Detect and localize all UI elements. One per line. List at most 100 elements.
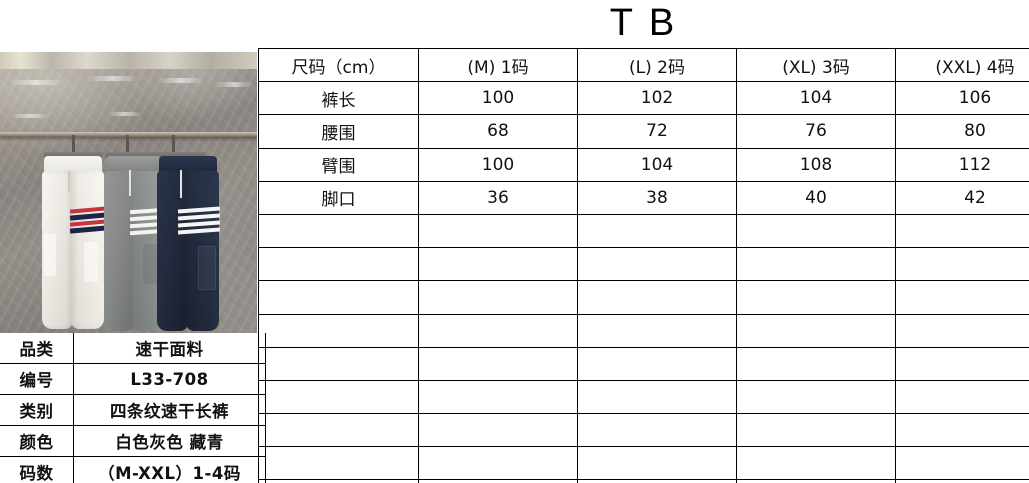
spec-table-body: 品类 速干面料 编号 L33-708 类别 四条纹速干长裤 颜色 白色灰色 藏青… [0,333,266,483]
empty-cell [736,280,896,315]
empty-cell [736,213,896,249]
header-cell-l: (L) 2码 [577,47,737,83]
empty-cell [258,280,419,315]
empty-cell [577,446,737,481]
row-value: 104 [736,81,896,116]
pant-leg-navy-left [157,171,188,331]
pant-pocket-white [44,234,56,276]
spec-value: L33-708 [73,363,266,395]
light-streak [8,80,64,85]
light-streak [158,78,204,83]
table-row: 臂围 100 104 108 112 [258,147,1029,182]
table-row-empty [258,213,1029,249]
table-row-empty [258,247,1029,282]
row-value: 100 [418,147,578,182]
row-value: 42 [895,180,1029,215]
pant-pocket-white [84,242,98,282]
row-label: 脚口 [258,180,419,215]
empty-cell [895,379,1029,415]
light-streak [10,114,50,118]
light-streak [88,76,138,81]
waistband-white [44,156,102,174]
clothing-rail [0,132,257,137]
table-row-empty [258,479,1029,483]
empty-cell [418,213,578,249]
row-value: 40 [736,180,896,215]
empty-cell [895,213,1029,249]
empty-cell [418,280,578,315]
table-row-empty [258,413,1029,448]
row-label: 腰围 [258,114,419,149]
table-row-empty [258,446,1029,481]
pant-pocket-navy [198,246,216,290]
spec-row-color: 颜色 白色灰色 藏青 [0,425,266,457]
row-value: 80 [895,114,1029,149]
empty-cell [736,413,896,448]
table-row: 腰围 68 72 76 80 [258,114,1029,149]
spec-value: 四条纹速干长裤 [73,394,266,426]
row-value: 112 [895,147,1029,182]
empty-cell [736,446,896,481]
row-value: 36 [418,180,578,215]
row-value: 102 [577,81,737,116]
empty-cell [418,446,578,481]
empty-cell [258,213,419,249]
hanger-hook [172,135,175,155]
empty-cell [895,280,1029,315]
size-table-header-row: 尺码（cm） (M) 1码 (L) 2码 (XL) 3码 (XXL) 4码 [258,47,1029,83]
size-table: 尺码（cm） (M) 1码 (L) 2码 (XL) 3码 (XXL) 4码 裤长… [258,47,1029,483]
empty-cell [736,346,896,381]
pant-pocket-gray [143,244,158,284]
empty-cell [577,413,737,448]
row-value: 104 [577,147,737,182]
pant-leg-navy-right [186,171,219,331]
light-streak [215,82,253,87]
drawstring-navy [180,170,182,198]
table-row-empty [258,346,1029,381]
empty-cell [418,313,578,348]
empty-cell [895,479,1029,483]
size-table-body: 尺码（cm） (M) 1码 (L) 2码 (XL) 3码 (XXL) 4码 裤长… [258,47,1029,483]
empty-cell [736,379,896,415]
row-value: 106 [895,81,1029,116]
table-row: 脚口 36 38 40 42 [258,180,1029,215]
row-label: 臂围 [258,147,419,182]
drawstring-gray [129,170,131,196]
empty-cell [895,247,1029,282]
product-photo [0,52,257,333]
empty-cell [418,346,578,381]
spec-key: 类别 [0,394,74,426]
row-value: 76 [736,114,896,149]
empty-cell [736,247,896,282]
empty-cell [577,346,737,381]
row-label: 裤长 [258,81,419,116]
waistband-gray [106,156,162,174]
row-value: 100 [418,81,578,116]
table-row: 裤长 100 102 104 106 [258,81,1029,116]
table-row-empty [258,280,1029,315]
empty-cell [736,313,896,348]
spec-value: （M-XXL）1-4码 [73,456,266,483]
empty-cell [577,213,737,249]
header-cell-measure: 尺码（cm） [258,47,419,83]
light-streak [108,112,142,116]
drawstring-white [68,170,70,192]
hanger-hook [72,135,75,155]
empty-cell [577,379,737,415]
empty-cell [258,379,419,415]
row-value: 68 [418,114,578,149]
hanger-hook [126,135,129,155]
empty-cell [895,413,1029,448]
header-cell-m: (M) 1码 [418,47,578,83]
header-cell-xxl: (XXL) 4码 [895,47,1029,83]
empty-cell [418,247,578,282]
table-row-empty [258,379,1029,415]
empty-cell [418,379,578,415]
empty-cell [895,346,1029,381]
row-value: 72 [577,114,737,149]
empty-cell [258,313,419,348]
empty-cell [577,313,737,348]
spec-key: 颜色 [0,425,74,457]
empty-cell [577,247,737,282]
